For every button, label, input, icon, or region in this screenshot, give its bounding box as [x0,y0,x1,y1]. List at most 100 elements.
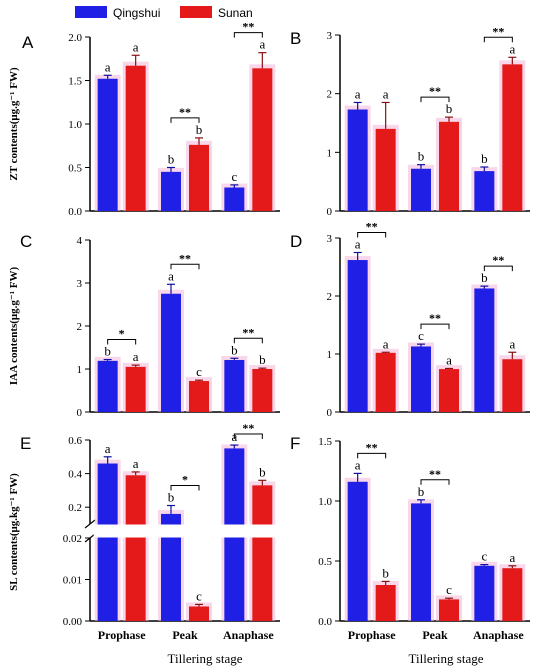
y-tick-label: 1 [327,349,333,361]
significance-stars: ** [429,84,441,98]
y-axis-title-e: SL contents(μg.kg⁻¹ FW) [8,473,20,591]
panel-label-d: D [290,232,302,251]
bar-qingshui [474,171,495,211]
significance-letter: a [105,441,111,456]
significance-letter: b [196,122,203,137]
bar-break-gap [157,524,185,538]
bar-qingshui [474,565,495,621]
significance-stars: * [182,473,188,487]
panel-label-e: E [20,434,31,453]
bar-sunan [252,68,273,211]
y-tick-label: 0.6 [68,435,82,447]
y-tick-label: 0 [77,407,83,419]
significance-letter: b [481,270,488,285]
significance-letter: b [418,484,425,499]
x-tick-label: Anaphase [223,628,274,642]
y-tick-label: 3 [327,30,333,42]
significance-letter: b [168,490,175,505]
x-axis-title-right: Tillering stage [409,651,484,666]
y-tick-label: 0 [327,407,333,419]
significance-stars: ** [179,105,191,119]
significance-bracket [483,36,513,43]
significance-stars: ** [242,421,254,435]
significance-letter: a [105,59,111,74]
significance-stars: ** [429,467,441,481]
significance-bracket [420,479,450,485]
significance-letter: b [382,565,389,580]
bar-sunan [189,381,209,412]
significance-letter: a [133,349,139,364]
significance-letter: a [509,41,515,56]
significance-letter: a [383,336,389,351]
significance-stars: ** [242,325,254,339]
bar-qingshui [347,109,368,211]
significance-stars: ** [429,311,441,325]
y-tick-label: 3 [327,233,333,245]
bar-sunan [189,144,209,211]
panel-b: B 0 1 2 3 a a b b ** b a ** [290,24,530,218]
bar-sunan [189,606,209,621]
x-axis-title-left: Tillering stage [168,651,243,666]
significance-letter: c [231,169,237,184]
significance-letter: c [446,582,452,597]
legend: Qingshui Sunan [75,6,253,20]
significance-stars: ** [242,20,254,34]
y-tick-label: 0.4 [68,469,82,481]
significance-bracket [233,32,263,38]
bar-qingshui [97,78,118,211]
x-tick-label: Peak [172,628,198,642]
significance-letter: b [231,342,238,357]
bar-sunan [125,65,146,212]
panel-f: F 0.0 0.5 1.0 1.5 a b ** Prophase b c ** Peak c a Anaph… [290,434,530,642]
y-tick-label: 4 [77,235,83,247]
y-tick-label: 3 [77,278,83,290]
significance-stars: ** [492,253,504,267]
y-tick-label: 2 [327,89,333,101]
significance-letter: a [446,353,452,368]
significance-bracket [357,232,387,238]
panel-label-a: A [22,33,34,52]
y-tick-label: 1.0 [68,119,82,131]
significance-letter: a [133,456,139,471]
y-tick-label: 0.01 [63,575,82,587]
significance-letter: a [355,86,361,101]
significance-bracket [233,433,263,439]
bar-sunan [375,128,396,211]
bar-sunan [252,369,273,412]
significance-letter: b [446,101,453,116]
significance-bracket [483,265,513,272]
legend-label-qingshui: Qingshui [113,6,160,20]
panel-label-c: C [20,232,32,251]
bar-qingshui [161,293,181,412]
bar-sunan [125,366,146,412]
significance-bracket [357,452,387,459]
bar-qingshui [347,481,368,621]
significance-letter: a [355,457,361,472]
y-axis-title-c: IAA contents(μg.g⁻¹ FW) [8,267,20,386]
panel-label-b: B [290,29,301,48]
bar-sunan [125,475,146,621]
bar-sunan [252,485,273,621]
bar-qingshui [97,360,118,412]
bar-sunan [502,568,523,621]
significance-letter: a [259,37,265,52]
significance-letter: b [259,352,266,367]
panel-e: E SL contents(μg.kg⁻¹ FW) 0.2 0.4 0.6 0.00 0.0… [8,421,280,642]
bar-break-gap [248,524,277,538]
y-tick-label: 1.5 [318,436,332,448]
significance-bracket [170,485,200,491]
significance-bracket [107,339,137,345]
significance-letter: a [168,268,174,283]
significance-bracket [420,96,450,103]
significance-stars: ** [366,440,378,454]
legend-swatch-sunan [180,6,212,18]
significance-stars: * [119,327,125,341]
bar-sunan [502,64,523,211]
y-tick-label: 0.0 [68,206,82,218]
y-tick-label: 0.02 [63,533,82,545]
y-tick-label: 1 [327,147,333,159]
bar-break-gap [93,524,122,538]
legend-label-sunan: Sunan [218,6,253,20]
bar-sunan [439,599,459,621]
significance-bracket [170,117,200,123]
